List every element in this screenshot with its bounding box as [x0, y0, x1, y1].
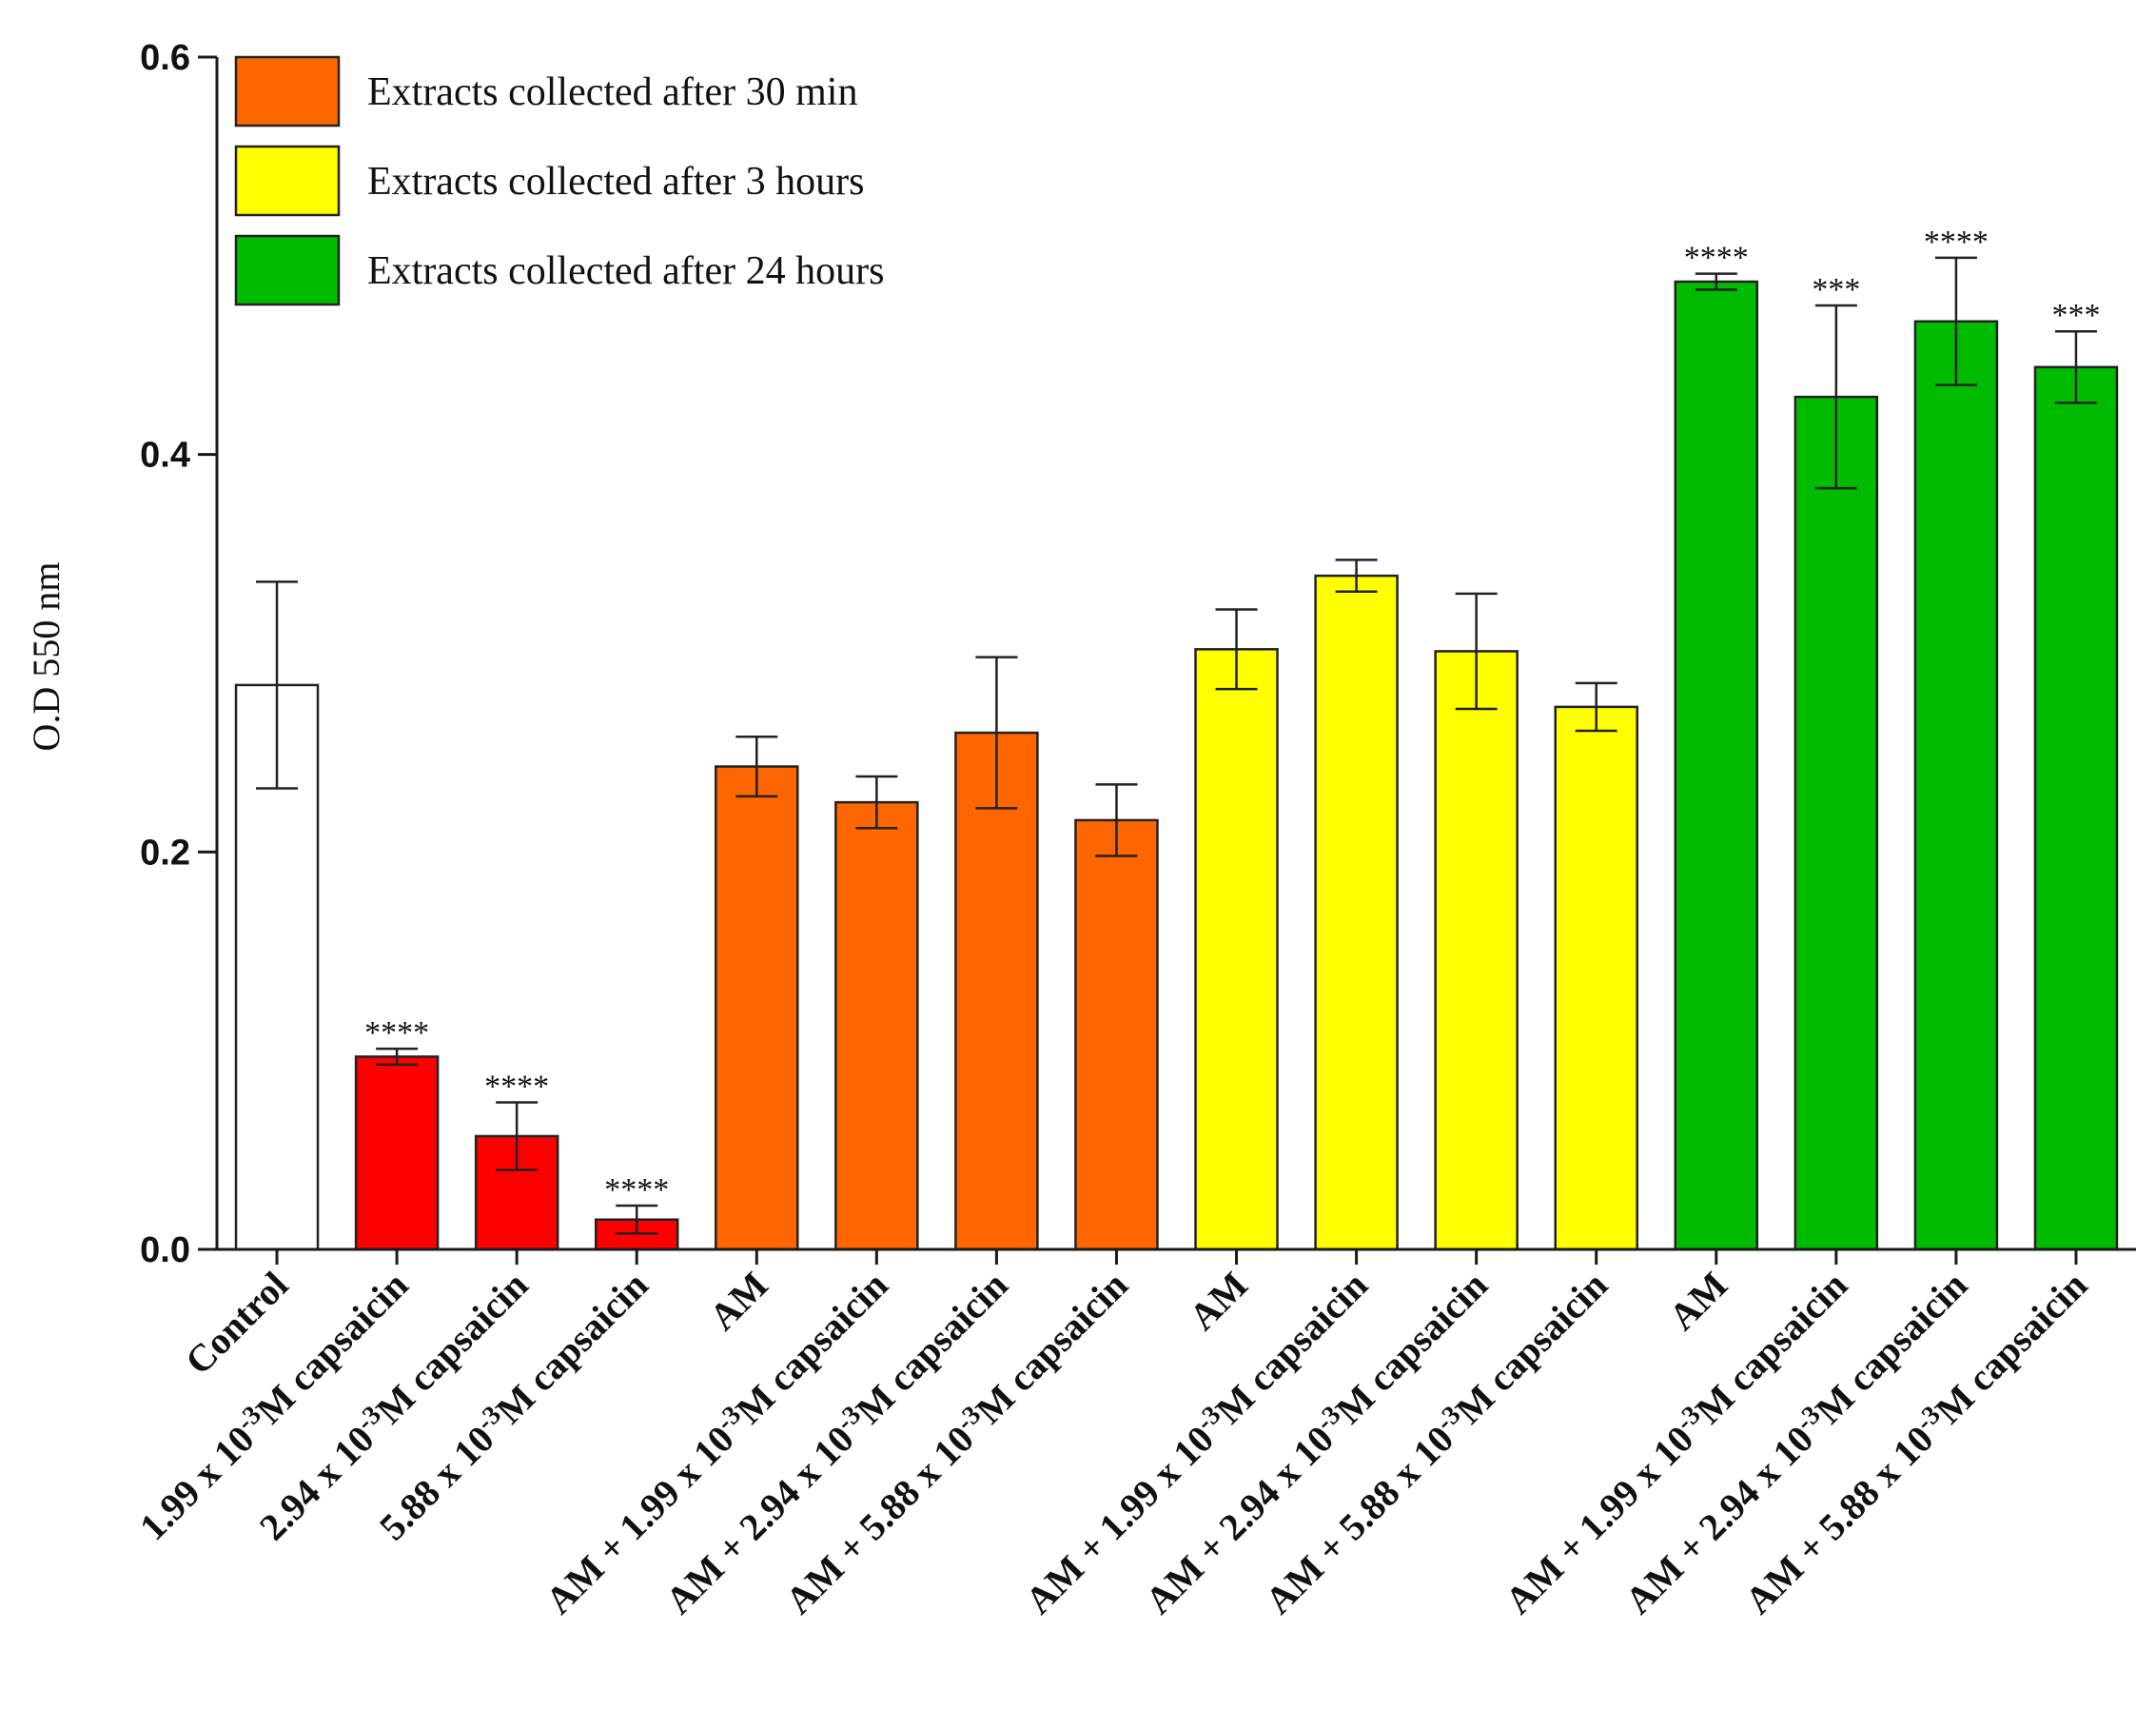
- legend-swatch: [234, 145, 341, 217]
- bar: [715, 765, 799, 1251]
- bar: [354, 1055, 440, 1251]
- bar: [1074, 818, 1159, 1251]
- y-tick-label: 0.4: [140, 436, 190, 476]
- bar: [1434, 650, 1519, 1251]
- significance-label: ****: [1924, 225, 1989, 260]
- bar: [1194, 648, 1279, 1251]
- significance-label: ***: [2051, 298, 2100, 333]
- bar: [2033, 365, 2119, 1251]
- significance-label: ****: [484, 1069, 549, 1104]
- bar: [1793, 395, 1879, 1251]
- bar: [1314, 574, 1399, 1251]
- x-tick-label: Control: [177, 1264, 297, 1384]
- legend-label: Extracts collected after 24 hours: [367, 249, 884, 293]
- bar: [1674, 280, 1759, 1251]
- legend-swatch: [234, 55, 341, 128]
- bar: [834, 800, 919, 1251]
- y-tick-label: 0.6: [140, 38, 190, 78]
- y-axis: 0.0 0.2 0.4 0.6 O.D 550 nm: [25, 38, 219, 1270]
- x-tick-label: AM: [701, 1264, 776, 1339]
- x-tick-label: AM: [1660, 1264, 1735, 1339]
- legend: Extracts collected after 30 min Extracts …: [234, 55, 884, 306]
- significance-label: ****: [364, 1015, 429, 1051]
- legend-label: Extracts collected after 30 min: [367, 70, 857, 114]
- bars: **************************: [234, 225, 2119, 1251]
- x-tick-label: AM: [1181, 1264, 1256, 1339]
- y-tick-label: 0.0: [140, 1230, 190, 1270]
- bar: [954, 731, 1039, 1251]
- legend-label: Extracts collected after 3 hours: [367, 160, 864, 204]
- significance-label: ****: [1684, 241, 1749, 276]
- significance-label: ***: [1812, 272, 1860, 307]
- y-tick-label: 0.2: [140, 833, 190, 873]
- bar: [1913, 320, 1999, 1251]
- legend-swatch: [234, 234, 341, 306]
- significance-label: ****: [604, 1172, 669, 1208]
- bar: [1554, 705, 1638, 1251]
- y-axis-label: O.D 550 nm: [25, 562, 68, 752]
